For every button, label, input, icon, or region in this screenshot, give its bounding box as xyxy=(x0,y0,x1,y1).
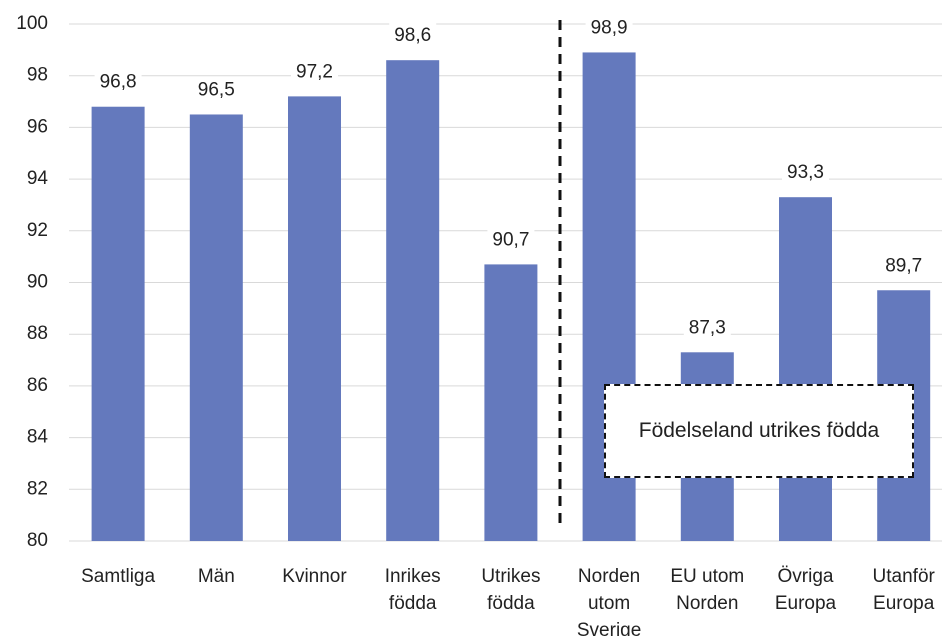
y-tick-label: 84 xyxy=(27,427,49,448)
value-label-bg xyxy=(389,23,437,49)
x-tick-label-line: Utrikes xyxy=(481,566,540,587)
y-tick-label: 82 xyxy=(27,478,48,499)
bar xyxy=(288,96,341,541)
value-label: 87,3 xyxy=(689,317,726,338)
y-tick-label: 100 xyxy=(16,13,48,34)
x-tick-label: Utanför Europa xyxy=(873,566,936,614)
x-tick-label-line: Samtliga xyxy=(81,566,155,587)
x-tick-label-line: födda xyxy=(487,593,535,614)
value-label: 96,5 xyxy=(198,79,235,100)
x-tick-label-line: Övriga xyxy=(778,566,834,587)
value-label-bg xyxy=(585,15,633,41)
x-tick-label-line: Sverige xyxy=(577,620,641,636)
x-tick-label: EU utom Norden xyxy=(670,566,744,614)
x-tick-label-line: Män xyxy=(198,566,235,587)
annotation: Födelseland utrikes födda xyxy=(604,384,914,478)
value-label-bg xyxy=(683,315,731,341)
bar xyxy=(189,114,243,541)
x-tick-label-line: Utanför xyxy=(873,566,936,587)
value-label: 97,2 xyxy=(296,61,333,82)
x-tick-label-line: Inrikes xyxy=(385,566,441,587)
y-tick-label: 86 xyxy=(27,375,48,396)
value-label: 89,7 xyxy=(885,255,922,276)
bar xyxy=(91,106,145,541)
value-label-bg xyxy=(880,253,928,279)
x-tick-label-line: Europa xyxy=(873,593,935,614)
value-label: 90,7 xyxy=(492,229,529,250)
x-tick-label-line: Kvinnor xyxy=(282,566,347,587)
value-label: 96,8 xyxy=(100,72,137,93)
y-tick-label: 94 xyxy=(27,168,49,189)
x-tick-label: Män xyxy=(198,566,235,587)
value-label-bg xyxy=(782,160,829,186)
value-label: 98,9 xyxy=(591,17,628,38)
x-tick-label: Övriga Europa xyxy=(775,566,837,614)
x-tick-label: Kvinnor xyxy=(282,566,347,587)
bar xyxy=(779,197,832,541)
x-tick-label-line: utom xyxy=(588,593,630,614)
y-tick-label: 80 xyxy=(27,530,48,551)
value-label: 93,3 xyxy=(787,162,824,183)
bar xyxy=(484,264,538,541)
x-tick-label-line: Norden xyxy=(676,593,738,614)
value-label-bg xyxy=(192,77,240,103)
x-tick-label-line: EU utom xyxy=(670,566,744,587)
y-tick-label: 92 xyxy=(27,220,48,241)
x-tick-label: Norden utom Sverige xyxy=(577,566,641,636)
y-tick-label: 98 xyxy=(27,65,48,86)
x-tick-label: Samtliga xyxy=(81,566,155,587)
x-tick-label-line: Norden xyxy=(578,566,640,587)
y-tick-label: 96 xyxy=(27,116,48,137)
y-tick-label: 90 xyxy=(27,272,48,293)
y-tick-label: 88 xyxy=(27,323,48,344)
value-label-bg xyxy=(291,59,338,85)
value-label: 98,6 xyxy=(394,25,431,46)
x-tick-label-line: Europa xyxy=(775,593,837,614)
value-label-bg xyxy=(487,227,535,253)
bar xyxy=(386,60,440,541)
x-tick-label: Utrikes födda xyxy=(481,566,540,614)
x-tick-label: Inrikes födda xyxy=(385,566,441,614)
x-tick-label-line: födda xyxy=(389,593,437,614)
value-label-bg xyxy=(94,69,142,95)
